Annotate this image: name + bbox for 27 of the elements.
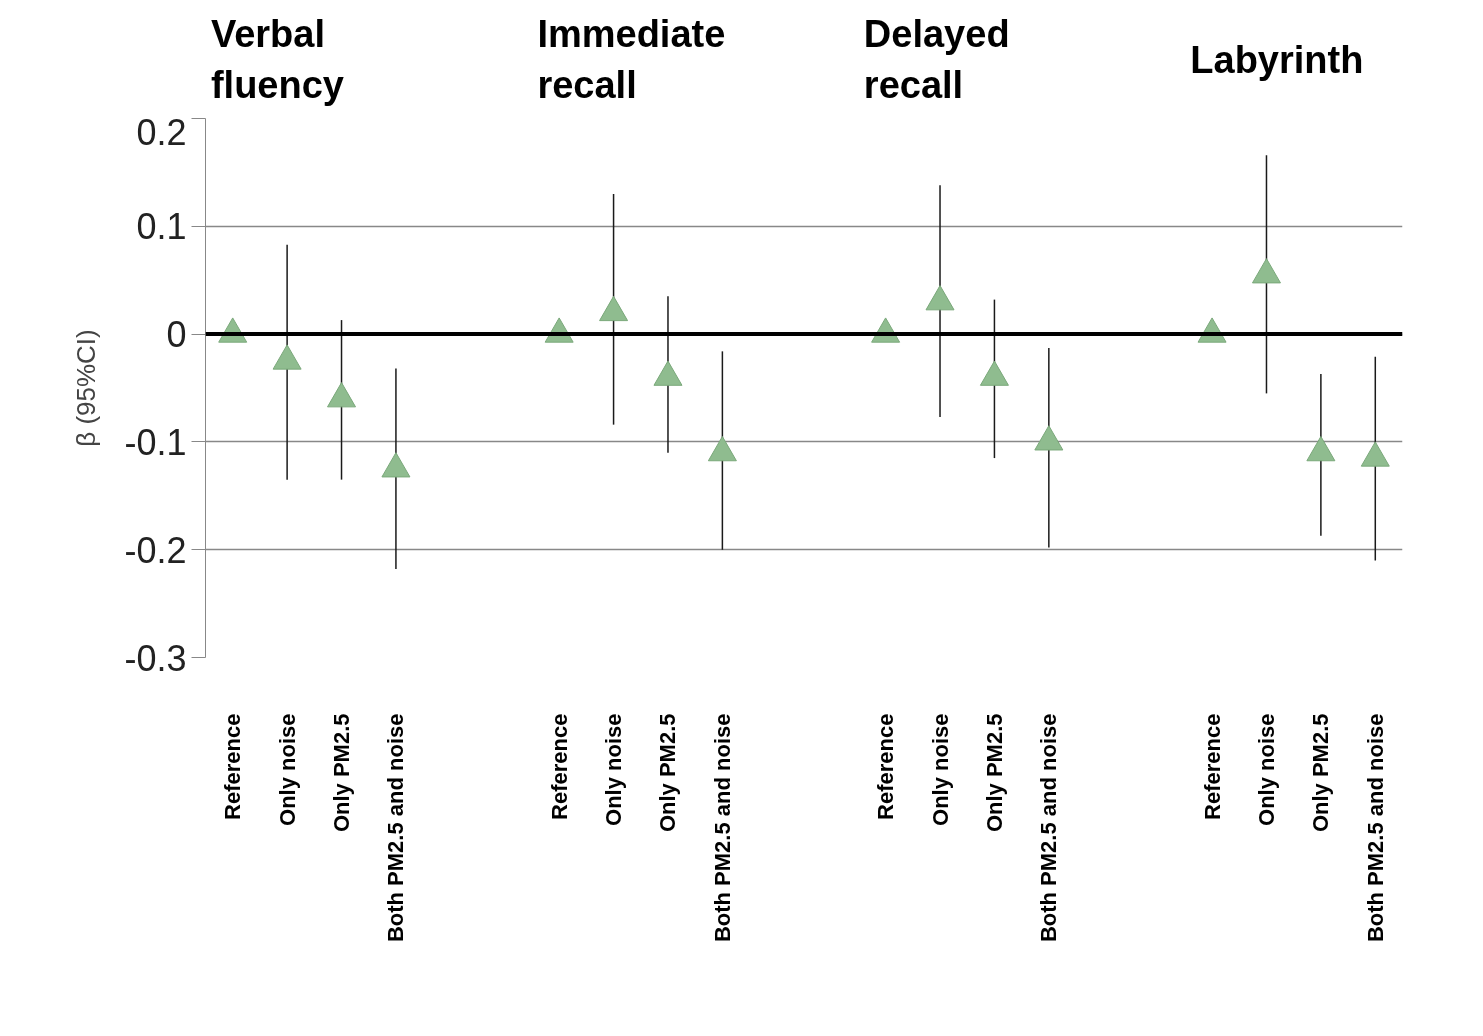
text: Verbal fluency [210, 13, 344, 106]
x-tick-label: Reference [873, 713, 899, 820]
x-tick-label: Both PM2.5 and noise [1036, 713, 1062, 943]
text: Labyrinth [1190, 38, 1364, 81]
y-tick-label: 0.2 [136, 111, 187, 153]
y-tick-label: -0.3 [124, 637, 187, 679]
x-tick-label: Reference [1199, 713, 1225, 820]
text: Immediate recall [537, 13, 726, 106]
x-tick-label: Only noise [601, 713, 627, 826]
text: Delayed recall [863, 13, 1010, 106]
x-tick-label: Both PM2.5 and noise [383, 713, 409, 943]
x-tick-label: Only PM2.5 [981, 713, 1007, 833]
x-tick-label: Reference [220, 713, 246, 820]
x-tick-label: Both PM2.5 and noise [709, 713, 735, 943]
y-tick-label: 0.1 [136, 206, 187, 248]
x-tick-label: Only PM2.5 [655, 713, 681, 833]
y-axis-title: β (95%CI) [71, 329, 102, 447]
y-tick-label: -0.1 [124, 421, 187, 463]
x-tick-label: Both PM2.5 and noise [1362, 713, 1388, 943]
x-tick-label: Reference [546, 713, 572, 820]
x-tick-label: Only PM2.5 [1308, 713, 1334, 833]
y-tick-label: 0 [166, 314, 187, 356]
x-tick-label: Only noise [1253, 713, 1279, 826]
x-tick-label: Only PM2.5 [329, 713, 355, 833]
y-tick-label: -0.2 [124, 529, 187, 571]
x-tick-label: Only noise [927, 713, 953, 826]
x-tick-label: Only noise [274, 713, 300, 826]
